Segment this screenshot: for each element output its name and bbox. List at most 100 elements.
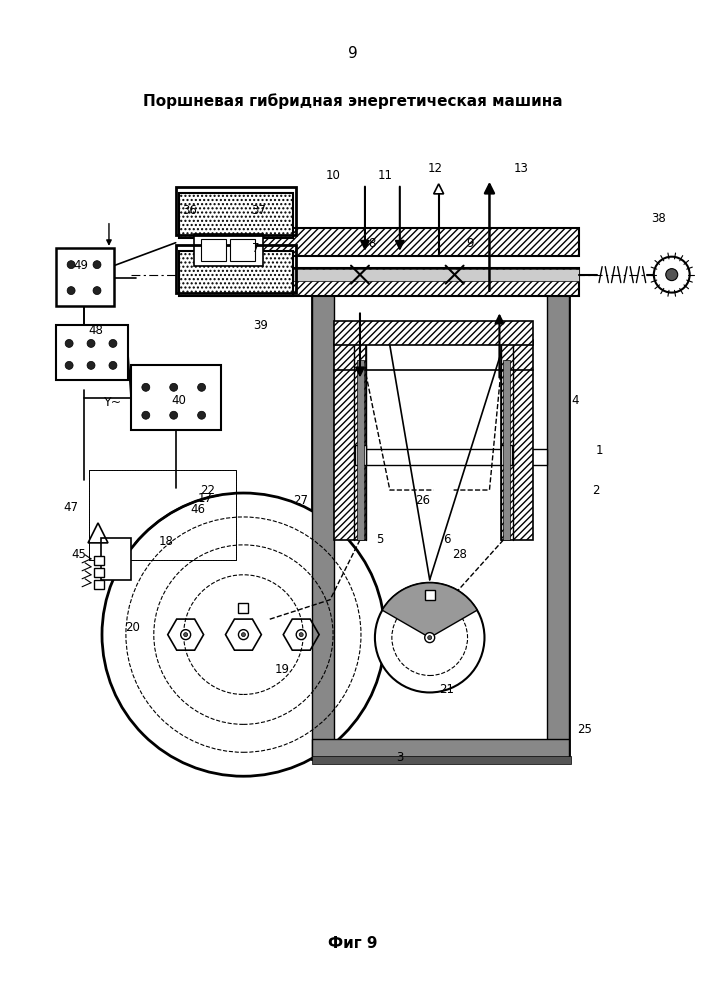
Bar	[334, 340, 366, 540]
Text: 4: 4	[571, 394, 579, 407]
Bar	[94, 580, 104, 589]
Text: 19: 19	[275, 663, 290, 676]
Bar	[334, 449, 547, 465]
Bar	[94, 568, 104, 577]
Text: 5: 5	[376, 533, 384, 546]
Bar	[312, 756, 571, 764]
Text: 40: 40	[171, 394, 186, 407]
Bar	[501, 340, 533, 540]
Circle shape	[198, 383, 206, 391]
Bar	[211, 268, 579, 296]
Bar	[201, 239, 226, 261]
Text: 12: 12	[427, 162, 442, 175]
Bar	[89, 470, 236, 560]
Bar	[238, 603, 248, 613]
Circle shape	[109, 339, 117, 347]
Circle shape	[65, 339, 73, 347]
Wedge shape	[382, 583, 477, 638]
Circle shape	[181, 630, 191, 640]
Circle shape	[170, 383, 177, 391]
Circle shape	[198, 411, 206, 419]
Bar	[357, 360, 364, 540]
Bar	[312, 739, 569, 759]
Bar	[312, 281, 334, 759]
Circle shape	[654, 257, 689, 293]
Text: 49: 49	[74, 259, 88, 272]
Circle shape	[425, 633, 435, 643]
Circle shape	[142, 383, 150, 391]
Text: Y~: Y~	[104, 396, 122, 409]
Bar	[355, 445, 366, 465]
Text: 13: 13	[514, 162, 529, 175]
Text: 2: 2	[592, 484, 600, 497]
Circle shape	[93, 261, 101, 269]
Bar	[425, 590, 435, 600]
Text: 17: 17	[198, 492, 213, 505]
Bar	[176, 187, 296, 235]
Bar	[503, 360, 510, 540]
Circle shape	[67, 261, 75, 269]
Text: Фиг 9: Фиг 9	[328, 936, 378, 951]
Text: 46: 46	[190, 503, 205, 516]
Circle shape	[170, 411, 177, 419]
Text: 7: 7	[252, 242, 259, 255]
Circle shape	[87, 361, 95, 369]
Text: 26: 26	[415, 493, 431, 506]
Bar	[211, 228, 579, 256]
Circle shape	[93, 287, 101, 295]
Bar	[194, 234, 263, 266]
Text: 27: 27	[293, 493, 308, 506]
Circle shape	[102, 493, 385, 776]
Circle shape	[238, 630, 248, 640]
Text: 39: 39	[253, 319, 268, 332]
Bar	[101, 538, 131, 580]
Text: 48: 48	[88, 324, 103, 337]
Bar	[547, 281, 569, 759]
Text: 21: 21	[439, 683, 454, 696]
Text: 28: 28	[452, 548, 467, 561]
Text: 47: 47	[64, 501, 78, 514]
Bar	[501, 445, 513, 465]
Circle shape	[299, 633, 303, 637]
Text: 37: 37	[251, 204, 266, 217]
Text: 9: 9	[348, 46, 358, 61]
Bar	[179, 251, 293, 296]
Bar	[94, 556, 104, 565]
Circle shape	[65, 361, 73, 369]
Text: 8: 8	[368, 237, 375, 250]
Bar	[230, 239, 255, 261]
Circle shape	[242, 633, 245, 637]
Text: 22: 22	[200, 484, 215, 497]
Bar	[179, 193, 293, 238]
Bar	[56, 325, 128, 380]
Text: 3: 3	[396, 751, 404, 764]
Circle shape	[666, 269, 678, 281]
Text: 20: 20	[125, 621, 140, 634]
Text: 9: 9	[466, 237, 473, 250]
Circle shape	[67, 287, 75, 295]
Circle shape	[87, 339, 95, 347]
Bar	[334, 320, 533, 345]
Bar	[221, 269, 579, 281]
Text: 38: 38	[651, 212, 666, 225]
Text: 1: 1	[595, 444, 603, 457]
Text: Поршневая гибридная энергетическая машина: Поршневая гибридная энергетическая машин…	[144, 93, 563, 109]
Circle shape	[375, 583, 484, 692]
Bar	[176, 245, 296, 293]
Bar	[131, 365, 221, 430]
Text: 10: 10	[326, 169, 341, 182]
Circle shape	[184, 633, 187, 637]
Circle shape	[428, 636, 432, 640]
Text: 18: 18	[158, 535, 173, 548]
Circle shape	[142, 411, 150, 419]
Text: 25: 25	[577, 723, 592, 736]
Text: 45: 45	[71, 548, 86, 561]
Circle shape	[296, 630, 306, 640]
Bar	[312, 281, 569, 759]
Text: 36: 36	[182, 204, 197, 217]
Text: 11: 11	[378, 169, 392, 182]
Circle shape	[240, 631, 247, 639]
Circle shape	[109, 361, 117, 369]
Text: 6: 6	[443, 533, 450, 546]
Bar	[56, 248, 114, 306]
